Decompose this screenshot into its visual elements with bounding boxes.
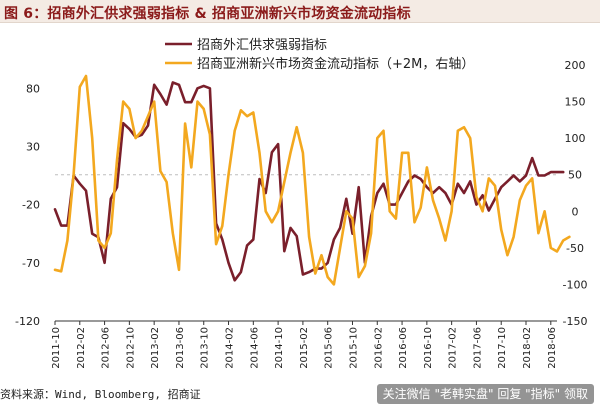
source-note: 资料来源：Wind, Bloomberg, 招商证 [0, 388, 201, 401]
y-right-tick-label: 50 [568, 169, 582, 182]
x-tick-label: 2014-10 [274, 327, 285, 369]
x-tick-label: 2015-10 [348, 327, 359, 369]
x-tick-label: 2015-06 [324, 327, 335, 369]
y-left-tick-label: -120 [15, 315, 40, 328]
y-right-tick-label: 200 [565, 59, 586, 72]
y-right-tick-label: -100 [563, 278, 588, 291]
y-right-tick-label: 0 [572, 205, 579, 218]
x-tick-label: 2013-02 [150, 327, 161, 369]
x-tick-label: 2012-02 [76, 327, 87, 369]
x-tick-label: 2013-06 [175, 327, 186, 369]
y-right-tick-label: 150 [565, 96, 586, 109]
chart-series [53, 74, 571, 286]
wechat-watermark: 关注微信 "老韩实盘" 回复 "指标" 领取 [376, 384, 594, 404]
chart-axes: 80 30 -20 -70 -120 200 150 100 50 0 -50 -100 -150 201… [15, 59, 587, 369]
x-tick-label: 2017-06 [472, 327, 483, 369]
legend-label: 招商外汇供求强弱指标 [197, 38, 327, 53]
x-tick-label: 2014-02 [225, 327, 236, 369]
x-tick-label: 2015-02 [299, 327, 310, 369]
x-tick-label: 2017-02 [448, 327, 459, 369]
line-chart: 80 30 -20 -70 -120 200 150 100 50 0 -50 -100 -150 201… [15, 38, 587, 369]
figure-title-bar: 图 6：招商外汇供求强弱指标 & 招商亚洲新兴市场资金流动指标 [0, 0, 600, 23]
y-right-tick-label: 100 [565, 132, 586, 145]
x-tick-label: 2012-10 [125, 327, 136, 369]
y-right-tick-label: -50 [566, 242, 584, 255]
x-tick-label: 2017-10 [497, 327, 508, 369]
y-right-tick-label: -150 [563, 315, 588, 328]
y-left-tick-label: -20 [22, 199, 40, 212]
x-tick-label: 2016-02 [373, 327, 384, 369]
x-tick-label: 2013-10 [200, 327, 211, 369]
x-tick-label: 2016-06 [398, 327, 409, 369]
y-left-tick-label: 80 [26, 82, 40, 95]
x-tick-label: 2018-02 [522, 327, 533, 369]
y-left-tick-label: 30 [26, 140, 40, 153]
y-left-tick-label: -70 [22, 257, 40, 270]
legend-label: 招商亚洲新兴市场资金流动指标（+2M，右轴） [197, 56, 474, 72]
x-tick-label: 2011-10 [51, 327, 62, 369]
x-tick-label: 2012-06 [101, 327, 112, 369]
x-tick-label: 2018-06 [547, 327, 558, 369]
x-tick-label: 2014-06 [249, 327, 260, 369]
figure-title: 图 6：招商外汇供求强弱指标 & 招商亚洲新兴市场资金流动指标 [4, 6, 411, 22]
x-tick-label: 2016-10 [423, 327, 434, 369]
series-line-asia-em-flow [53, 74, 571, 286]
